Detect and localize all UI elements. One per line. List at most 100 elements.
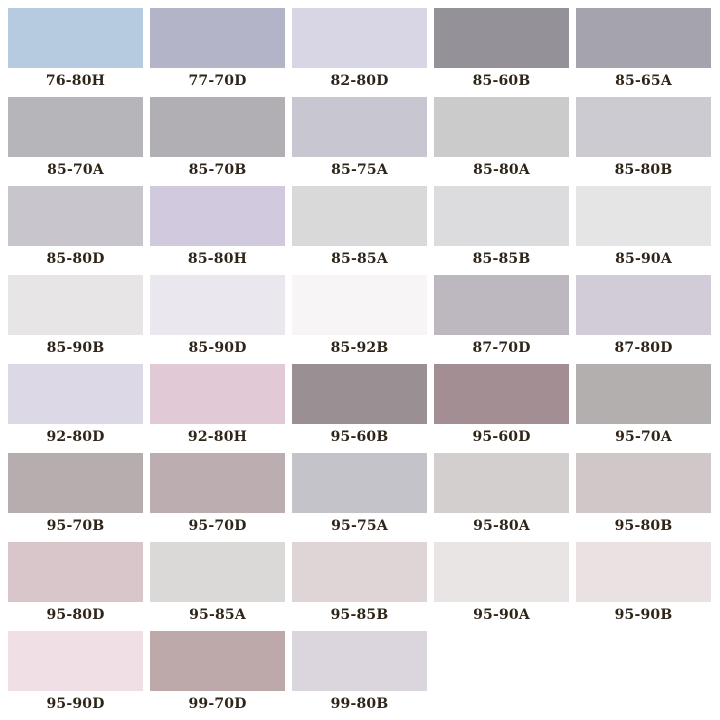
- color-swatch-item: 95-90B: [576, 542, 711, 631]
- color-swatch-item: 85-90A: [576, 186, 711, 275]
- color-swatch-item: 82-80D: [292, 8, 427, 97]
- color-swatch-item: 85-70B: [150, 97, 285, 186]
- color-code-label: 95-90D: [46, 696, 105, 712]
- color-swatch-item: 85-90B: [8, 275, 143, 364]
- color-code-label: 95-70A: [615, 429, 672, 445]
- color-code-label: 85-80B: [614, 162, 673, 178]
- color-chip: [434, 97, 569, 157]
- color-code-label: 99-80B: [330, 696, 389, 712]
- color-code-label: 95-85B: [330, 607, 389, 623]
- color-code-label: 85-92B: [330, 340, 389, 356]
- color-chip: [292, 275, 427, 335]
- color-swatch-item: 95-80B: [576, 453, 711, 542]
- color-swatch-item: 85-80H: [150, 186, 285, 275]
- color-swatch-item: 77-70D: [150, 8, 285, 97]
- color-chip: [434, 542, 569, 602]
- color-chip: [576, 542, 711, 602]
- color-code-label: 87-80D: [614, 340, 673, 356]
- color-code-label: 95-60B: [330, 429, 389, 445]
- color-swatch-item: 85-85A: [292, 186, 427, 275]
- color-chip: [150, 453, 285, 513]
- color-swatch-item: 85-65A: [576, 8, 711, 97]
- color-swatch-item: 85-80D: [8, 186, 143, 275]
- color-code-label: 87-70D: [472, 340, 531, 356]
- color-chip: [292, 186, 427, 246]
- color-chip: [434, 453, 569, 513]
- color-swatch-item: 95-90A: [434, 542, 569, 631]
- color-code-label: 95-70D: [188, 518, 247, 534]
- color-chip: [150, 275, 285, 335]
- color-swatch-item: 85-92B: [292, 275, 427, 364]
- color-chip: [576, 364, 711, 424]
- color-code-label: 76-80H: [45, 73, 106, 89]
- color-chip: [576, 186, 711, 246]
- color-code-label: 95-90B: [614, 607, 673, 623]
- color-swatch-item: 95-70B: [8, 453, 143, 542]
- color-chip: [292, 364, 427, 424]
- color-swatch-item: 99-70D: [150, 631, 285, 720]
- color-code-label: 85-80A: [473, 162, 530, 178]
- color-chip: [150, 8, 285, 68]
- color-swatch-item: 85-85B: [434, 186, 569, 275]
- color-code-label: 95-80A: [473, 518, 530, 534]
- color-code-label: 95-60D: [472, 429, 531, 445]
- color-code-label: 95-80D: [46, 607, 105, 623]
- color-code-label: 92-80D: [46, 429, 105, 445]
- color-code-label: 77-70D: [188, 73, 247, 89]
- color-chip: [150, 364, 285, 424]
- color-chip: [576, 275, 711, 335]
- color-swatch-item: 95-60B: [292, 364, 427, 453]
- color-swatch-item: 85-60B: [434, 8, 569, 97]
- color-chip: [8, 97, 143, 157]
- color-chip: [8, 542, 143, 602]
- color-code-label: 85-85B: [472, 251, 531, 267]
- color-swatch-item: 95-85B: [292, 542, 427, 631]
- color-code-label: 85-70B: [188, 162, 247, 178]
- color-swatch-item: 92-80H: [150, 364, 285, 453]
- color-swatch-item: 92-80D: [8, 364, 143, 453]
- color-chip: [434, 364, 569, 424]
- color-code-label: 85-80D: [46, 251, 105, 267]
- color-swatch-item: 95-60D: [434, 364, 569, 453]
- color-chip: [576, 453, 711, 513]
- color-code-label: 95-75A: [331, 518, 388, 534]
- color-code-label: 85-80H: [187, 251, 248, 267]
- color-chip: [8, 631, 143, 691]
- color-chip: [8, 275, 143, 335]
- color-code-label: 95-80B: [614, 518, 673, 534]
- color-swatch-item: 95-70A: [576, 364, 711, 453]
- color-swatch-item: 87-80D: [576, 275, 711, 364]
- color-chip: [8, 8, 143, 68]
- color-swatch-item: 87-70D: [434, 275, 569, 364]
- color-chip: [576, 97, 711, 157]
- color-code-label: 85-85A: [331, 251, 388, 267]
- color-chip: [292, 97, 427, 157]
- color-code-label: 95-70B: [46, 518, 105, 534]
- color-swatch-item: 95-70D: [150, 453, 285, 542]
- color-swatch-item: 95-90D: [8, 631, 143, 720]
- color-swatch-item: 76-80H: [8, 8, 143, 97]
- color-chip: [8, 453, 143, 513]
- color-chip: [8, 364, 143, 424]
- color-chip: [8, 186, 143, 246]
- color-swatch-item: 95-80A: [434, 453, 569, 542]
- color-code-label: 85-90D: [188, 340, 247, 356]
- color-swatch-item: 85-80B: [576, 97, 711, 186]
- color-swatch-item: 95-80D: [8, 542, 143, 631]
- color-swatch-item: 85-90D: [150, 275, 285, 364]
- color-code-label: 85-60B: [472, 73, 531, 89]
- color-chip: [150, 631, 285, 691]
- color-chip: [150, 186, 285, 246]
- color-code-label: 95-85A: [189, 607, 246, 623]
- color-chip: [292, 631, 427, 691]
- color-chip: [434, 275, 569, 335]
- color-code-label: 85-70A: [47, 162, 104, 178]
- color-swatch-item: 95-85A: [150, 542, 285, 631]
- color-code-label: 85-65A: [615, 73, 672, 89]
- color-chip: [292, 8, 427, 68]
- swatch-grid: 76-80H 77-70D 82-80D 85-60B 85-65A 85-70A 85-7…: [8, 8, 711, 720]
- color-chip: [576, 8, 711, 68]
- color-chip: [292, 453, 427, 513]
- color-chip: [150, 542, 285, 602]
- color-code-label: 99-70D: [188, 696, 247, 712]
